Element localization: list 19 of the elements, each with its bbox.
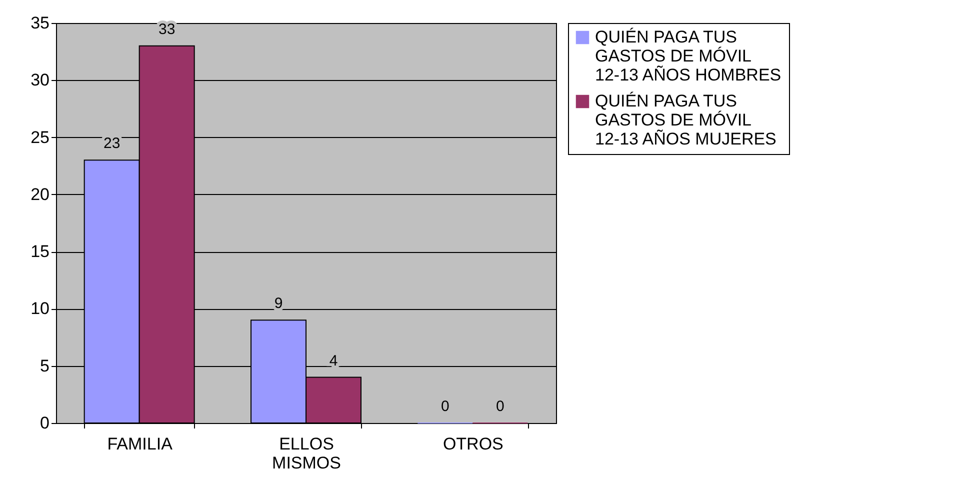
y-tick-label: 10 bbox=[30, 299, 50, 318]
x-tick-label: OTROS bbox=[442, 434, 504, 454]
y-tick-label: 30 bbox=[30, 70, 50, 90]
x-tick-label: FAMILIA bbox=[107, 434, 174, 454]
y-tick-label: 20 bbox=[30, 184, 50, 204]
data-label: 0 bbox=[440, 398, 450, 415]
y-tick-label: 35 bbox=[30, 14, 50, 32]
y-tick-label: 15 bbox=[30, 242, 50, 262]
y-tick-label: 0 bbox=[40, 414, 50, 432]
data-label: 4 bbox=[329, 352, 338, 370]
legend-label: QUIÉN PAGA TUS GASTOS DE MÓVIL 12-13 AÑOS HOMBRES bbox=[595, 28, 782, 84]
data-label: 9 bbox=[274, 295, 283, 312]
data-label: 23 bbox=[103, 135, 120, 152]
legend-label: QUIÉN PAGA TUS GASTOS DE MÓVIL 12-13 AÑOS MUJERES bbox=[595, 92, 776, 148]
data-label: 0 bbox=[496, 398, 504, 415]
y-tick-label: 5 bbox=[40, 356, 50, 376]
y-tick-label: 25 bbox=[30, 128, 50, 147]
data-label: 33 bbox=[158, 20, 176, 38]
x-tick-label: ELLOS MISMOS bbox=[272, 434, 341, 472]
